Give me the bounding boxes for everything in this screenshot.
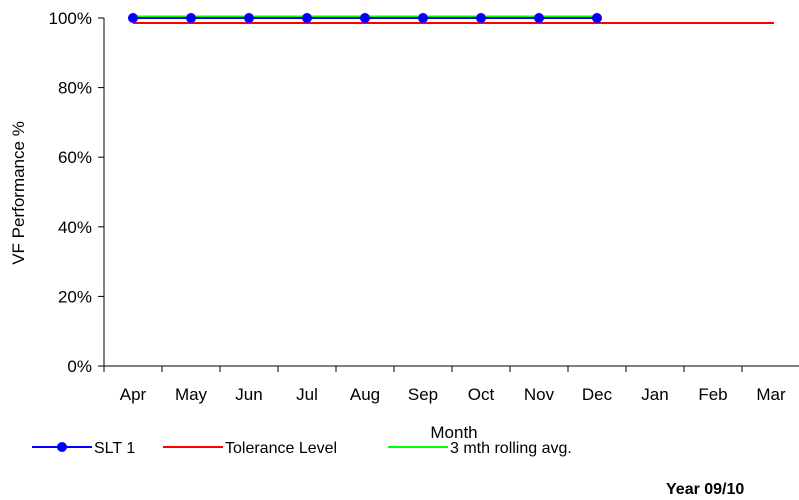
x-tick-label: Apr [120, 385, 147, 404]
x-tick-label: Aug [350, 385, 380, 404]
x-tick-label: Nov [524, 385, 555, 404]
x-tick-label: Jan [641, 385, 668, 404]
slt-1-point [128, 13, 138, 23]
legend-rolling-avg-label: 3 mth rolling avg. [450, 440, 572, 457]
axes: 0% 20% 40% 60% 80% 100% Apr May Jun Jul Aug Sep Oct N… [49, 9, 799, 404]
x-axis-title: Month [430, 423, 477, 442]
legend-slt-1-label: SLT 1 [94, 440, 135, 457]
slt-1-point [418, 13, 428, 23]
slt-1-point [592, 13, 602, 23]
slt-1-point [186, 13, 196, 23]
legend-slt-1-marker [57, 442, 67, 452]
x-tick-label: May [175, 385, 208, 404]
slt-1-point [476, 13, 486, 23]
year-annotation: Year 09/10 [666, 481, 744, 498]
x-tick-label: Mar [756, 385, 786, 404]
x-tick-label: Jun [235, 385, 262, 404]
legend: SLT 1 Tolerance Level 3 mth rolling avg. [32, 440, 572, 457]
y-tick-label: 80% [58, 79, 92, 98]
y-tick-label: 0% [67, 357, 92, 376]
slt-1-point [244, 13, 254, 23]
x-tick-label: Sep [408, 385, 438, 404]
series-layer [128, 13, 774, 24]
slt-1-point [534, 13, 544, 23]
y-tick-label: 60% [58, 148, 92, 167]
x-tick-label: Dec [582, 385, 613, 404]
x-tick-label: Feb [698, 385, 727, 404]
x-tick-label: Oct [468, 385, 495, 404]
y-tick-label: 100% [49, 9, 92, 28]
slt-1-point [302, 13, 312, 23]
x-tick-label: Jul [296, 385, 318, 404]
y-axis-title: VF Performance % [9, 121, 28, 265]
y-tick-label: 20% [58, 287, 92, 306]
legend-tolerance-level-label: Tolerance Level [225, 440, 337, 457]
y-tick-label: 40% [58, 218, 92, 237]
slt-1-point [360, 13, 370, 23]
